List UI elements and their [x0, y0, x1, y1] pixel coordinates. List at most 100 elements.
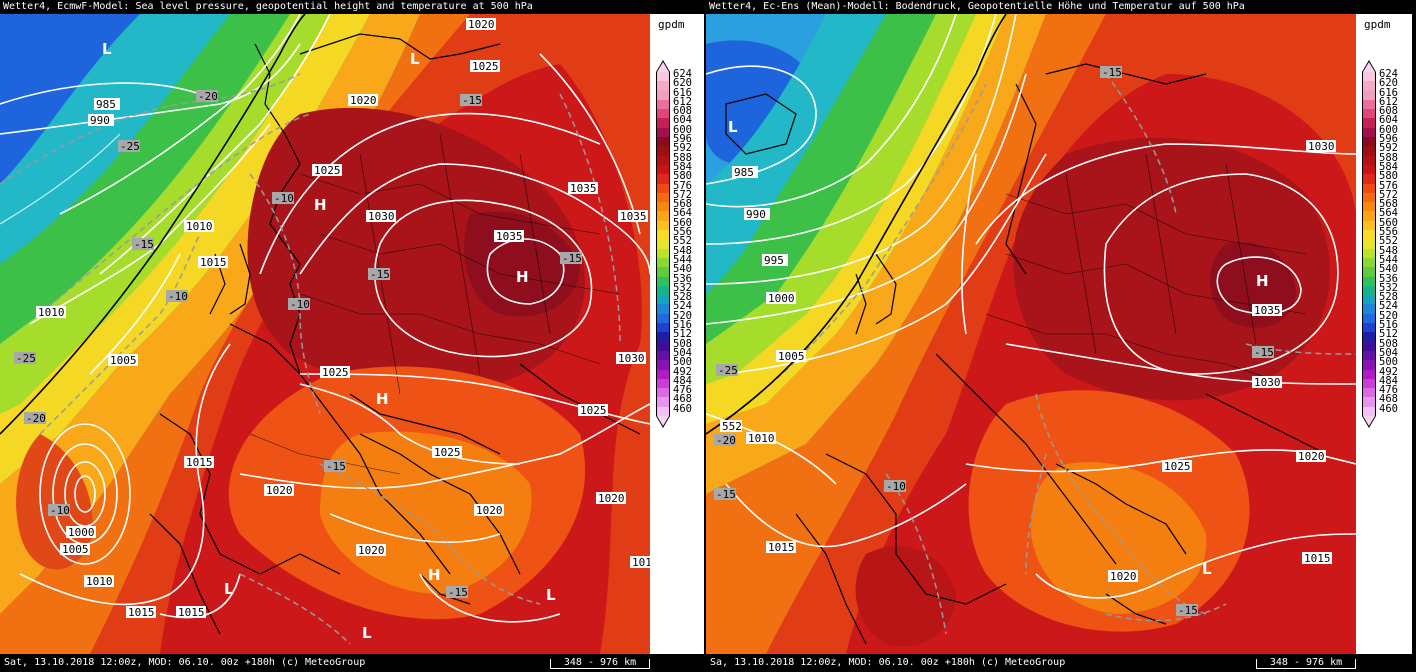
isobar-label: 1035	[494, 230, 524, 243]
svg-text:552: 552	[722, 420, 742, 433]
isobar-label: 1010	[746, 432, 776, 445]
legend-level-label: 532	[673, 281, 692, 294]
legend-arrow-down-icon	[1362, 416, 1376, 429]
legend-swatch	[1362, 257, 1376, 268]
legend-swatch	[1362, 192, 1376, 203]
isobar-label: 990	[744, 208, 770, 221]
legend-level-label: 560	[1379, 216, 1398, 229]
legend-level-label: 492	[673, 365, 692, 378]
legend-swatch	[1362, 313, 1376, 324]
legend-level-label: 596	[673, 133, 692, 146]
svg-text:-20: -20	[716, 434, 736, 447]
legend-swatch	[656, 127, 670, 138]
legend-swatch	[656, 164, 670, 175]
isobar-label: 1030	[366, 210, 396, 223]
left-footer-text: Sat, 13.10.2018 12:00z, MOD: 06.10. 00z …	[4, 657, 366, 668]
legend-swatch	[1362, 304, 1376, 314]
legend-labels: 624 620 616 612 608 604 600 596 592 588 584 580 576 5…	[673, 68, 692, 415]
legend-level-label: 536	[1379, 272, 1398, 285]
legend-swatch	[1362, 295, 1376, 305]
legend-swatch	[656, 146, 670, 156]
svg-text:1025: 1025	[1164, 460, 1191, 473]
left-map-title: Wetter4, EcmwF-Model: Sea level pressure…	[0, 0, 706, 14]
legend-swatch	[656, 350, 670, 361]
temperature-label: -25	[118, 140, 140, 153]
legend-level-label: 500	[673, 356, 692, 369]
svg-text:1035: 1035	[620, 210, 647, 223]
legend-level-label: 476	[1379, 384, 1398, 397]
svg-text:-15: -15	[370, 268, 390, 281]
panel-divider	[704, 0, 706, 672]
low-center: L	[410, 50, 420, 68]
legend-swatch	[656, 155, 670, 165]
legend-swatch	[656, 295, 670, 305]
temperature-label: -20	[24, 412, 46, 425]
legend-swatch	[656, 174, 670, 184]
isobar-label: 1015	[1302, 552, 1332, 565]
legend-swatch	[656, 388, 670, 398]
svg-text:1025: 1025	[580, 404, 607, 417]
legend-unit: gpdm	[1364, 18, 1391, 31]
legend-swatch	[1362, 285, 1376, 296]
isobar-label: 1025	[320, 366, 350, 379]
legend-swatch	[1362, 118, 1376, 128]
temperature-label: -15	[1176, 604, 1198, 617]
isobar-label: 101	[630, 556, 650, 569]
legend-level-label: 620	[673, 77, 692, 90]
low-center: L	[546, 586, 556, 604]
legend-swatch	[1362, 174, 1376, 184]
legend-level-label: 592	[1379, 142, 1398, 155]
legend-swatch	[1362, 183, 1376, 193]
legend-swatch	[1362, 239, 1376, 249]
temperature-label: -15	[368, 268, 390, 281]
isobar-label: 1025	[470, 60, 500, 73]
legend-level-label: 528	[1379, 291, 1398, 304]
svg-text:985: 985	[734, 166, 754, 179]
legend-swatch	[656, 360, 670, 370]
svg-text:1000: 1000	[68, 526, 95, 539]
legend-level-label: 540	[673, 263, 692, 276]
svg-text:1025: 1025	[314, 164, 341, 177]
legend-swatch	[1362, 267, 1376, 277]
right-map-title: Wetter4, Ec-Ens (Mean)-Modell: Bodendruc…	[706, 0, 1412, 14]
svg-text:1020: 1020	[468, 18, 495, 31]
legend-level-label: 468	[673, 393, 692, 406]
legend-level-label: 460	[673, 402, 692, 415]
svg-text:995: 995	[764, 254, 784, 267]
svg-text:1000: 1000	[768, 292, 795, 305]
legend-level-label: 624	[673, 68, 692, 80]
legend-swatch	[656, 239, 670, 249]
svg-text:1020: 1020	[266, 484, 293, 497]
svg-text:-10: -10	[886, 480, 906, 493]
svg-text:1030: 1030	[1308, 140, 1335, 153]
temperature-label: -20	[196, 90, 218, 103]
scale-label: 348 - 976 km	[563, 657, 637, 668]
legend-level-label: 588	[673, 151, 692, 164]
legend-level-label: 588	[1379, 151, 1398, 164]
isobar-label: 1000	[66, 526, 96, 539]
scale-label: 348 - 976 km	[1269, 657, 1343, 668]
legend-swatch	[656, 248, 670, 258]
legend-swatch	[656, 230, 670, 240]
legend-swatch	[1362, 406, 1376, 416]
legend-swatch	[656, 378, 670, 389]
temperature-label: -15	[132, 238, 154, 251]
legend-level-label: 508	[1379, 337, 1398, 350]
high-center: H	[1256, 272, 1269, 290]
isobar-label: 995	[762, 254, 788, 267]
temperature-label: -25	[14, 352, 36, 365]
isobar-label: 1015	[126, 606, 156, 619]
scale-bar	[550, 659, 650, 669]
legend-swatch	[656, 99, 670, 110]
legend-swatch	[1362, 155, 1376, 165]
legend-swatch	[1362, 388, 1376, 398]
legend-swatch	[656, 304, 670, 314]
svg-text:-25: -25	[120, 140, 140, 153]
legend-labels: 624 620 616 612 608 604 600 596 592 588 584 580 576 5…	[1379, 69, 1398, 415]
legend-level-label: 504	[673, 346, 692, 359]
legend-level-label: 512	[673, 328, 692, 341]
legend-level-label: 548	[673, 244, 692, 257]
isobar-label: 985	[732, 166, 758, 179]
legend-swatch	[656, 397, 670, 407]
svg-text:1030: 1030	[1254, 376, 1281, 389]
